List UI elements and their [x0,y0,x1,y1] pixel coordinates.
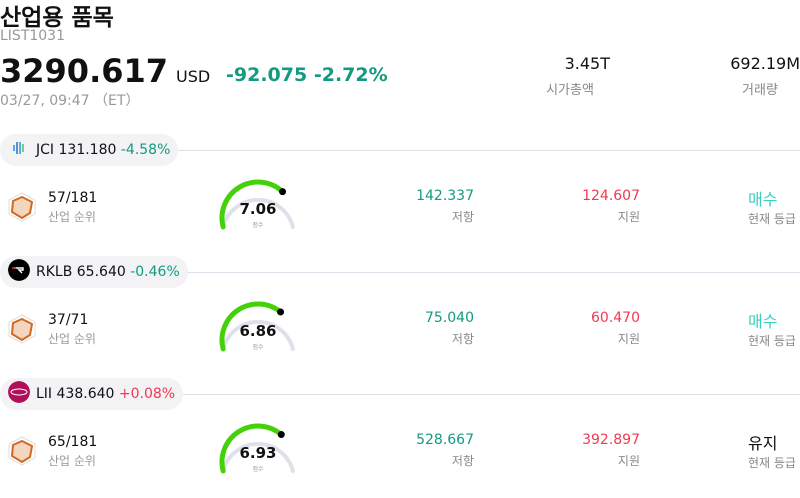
support-value: 392.897 [582,432,640,448]
industry-rank: 57/181 [48,190,98,206]
gauge-track [221,319,295,351]
gauge-track [221,441,295,473]
volume: 692.19M 거래량 [680,54,800,98]
stock-price: 65.640 [76,264,126,280]
stock-price: 438.640 [56,386,115,402]
rating-label: 현재 등급 [748,334,796,348]
jci-logo-icon [8,137,36,163]
industry-rank-label: 산업 순위 [48,332,96,346]
market-cap: 3.45T 시가총액 [490,54,610,98]
resistance-label: 저항 [451,332,474,346]
radar-chart-icon [8,436,36,466]
stock-chip[interactable]: JCI 131.180 -4.58% [0,134,179,166]
stock-change: +0.08% [118,386,176,402]
support-label: 지원 [617,210,640,224]
resistance-value: 528.667 [416,432,474,448]
industry-rank-label: 산업 순위 [48,454,96,468]
index-code: LIST1031 [0,28,65,44]
gauge-fill [219,179,286,230]
stock-change: -0.46% [130,264,180,280]
stock-section: RKLB 65.640 -0.46% 37/71 산업 순위 6.86 점수 7… [0,256,800,376]
score-gauge [219,423,295,474]
resistance-value: 75.040 [425,310,474,326]
page-title: 산업용 품목 [0,5,114,31]
price-change: -92.075 -2.72% [226,64,388,86]
stock-change: -4.58% [120,142,171,158]
gauge-marker [277,431,285,439]
rating-label: 현재 등급 [748,212,796,226]
ticker: JCI [36,142,55,158]
score-label: 점수 [252,222,264,229]
ticker: RKLB [36,264,73,280]
resistance-value: 142.337 [416,188,474,204]
change-value: -92.075 [226,64,308,86]
industry-rank: 65/181 [48,434,98,450]
divider [175,394,800,395]
volume-value: 692.19M [730,54,800,73]
score-label: 점수 [252,344,264,351]
support-label: 지원 [617,454,640,468]
score-label: 점수 [252,466,264,473]
timestamp: 03/27, 09:47 （ET） [0,93,140,109]
stock-section: LII 438.640 +0.08% 65/181 산업 순위 6.93 점수 … [0,378,800,498]
gauge-marker [277,308,285,316]
stock-chip[interactable]: RKLB 65.640 -0.46% [0,256,188,288]
stock-chip[interactable]: LII 438.640 +0.08% [0,378,184,410]
resistance-label: 저항 [451,454,474,468]
rklb-logo-icon [8,259,36,285]
gauge-fill [219,423,284,474]
support-value: 124.607 [582,188,640,204]
stock-section: JCI 131.180 -4.58% 57/181 산업 순위 7.06 점수 … [0,134,800,254]
lii-logo-icon [8,381,36,407]
score-value: 6.93 [239,444,277,462]
radar-chart-icon [8,314,36,344]
divider [175,150,800,151]
price: 3290.617 [0,52,169,90]
market-cap-label: 시가총액 [546,83,594,98]
support-label: 지원 [617,332,640,346]
rating: 매수 [748,190,778,209]
support-value: 60.470 [591,310,640,326]
rating: 매수 [748,312,778,331]
stock-price: 131.180 [58,142,117,158]
score-gauge [219,179,295,230]
divider [175,272,800,273]
radar-chart-icon [8,192,36,222]
industry-rank: 37/71 [48,312,89,328]
industry-rank-label: 산업 순위 [48,210,96,224]
market-cap-value: 3.45T [564,54,610,73]
score-value: 6.86 [239,322,277,340]
score-value: 7.06 [239,200,277,218]
volume-label: 거래량 [742,83,778,98]
gauge-track [221,197,295,229]
score-gauge [219,301,295,352]
ticker: LII [36,386,53,402]
rating-label: 현재 등급 [748,456,796,470]
gauge-fill [219,301,284,352]
resistance-label: 저항 [451,210,474,224]
gauge-marker [279,188,287,196]
rating: 유지 [748,434,778,453]
change-percent: -2.72% [313,64,388,86]
currency: USD [176,67,211,86]
